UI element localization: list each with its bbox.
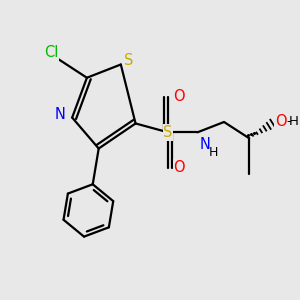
Text: Cl: Cl [44,45,59,60]
Text: N: N [55,107,66,122]
Text: O: O [173,160,185,175]
Text: -: - [286,116,291,128]
Text: N: N [200,136,210,152]
Text: S: S [124,52,133,68]
Text: S: S [163,125,173,140]
Text: H: H [289,116,299,128]
Text: O: O [173,89,185,104]
Text: O: O [275,115,287,130]
Text: H: H [209,146,218,159]
